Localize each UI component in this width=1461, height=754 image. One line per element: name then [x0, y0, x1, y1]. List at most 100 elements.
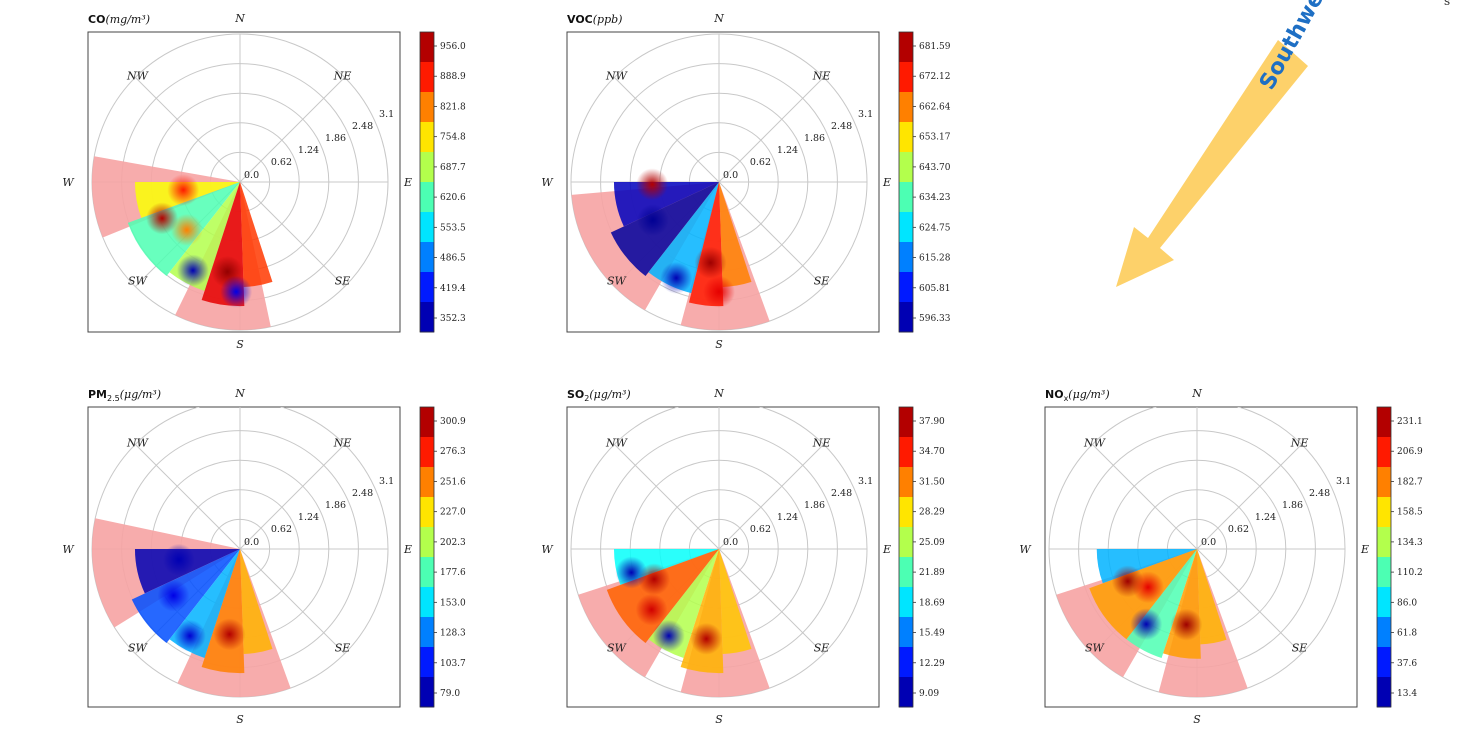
colorbar-segment — [1377, 407, 1391, 438]
radial-tick-label: 1.86 — [804, 500, 825, 511]
direction-label-ne: NE — [812, 69, 831, 82]
radial-tick-label: 0.0 — [723, 170, 738, 181]
colorbar-tick-label: 21.89 — [919, 568, 945, 578]
chart-title-unit: (μg/m³) — [120, 388, 161, 401]
radial-tick-label: 1.24 — [298, 512, 319, 523]
colorbar-segment — [1377, 557, 1391, 588]
polar-chart-3: 0.0 0.62 1.24 1.86 2.48 3.1 N NE E SE S SW W NW PM2.5(… — [62, 387, 466, 726]
colorbar-tick-label: 596.33 — [919, 314, 951, 324]
chart-title: PM2.5(μg/m³) — [88, 388, 161, 403]
angular-gridline — [718, 76, 825, 183]
data-hotspot — [636, 204, 669, 237]
chart-title: SO2(μg/m³) — [567, 388, 631, 403]
radial-tick-label: 0.0 — [244, 537, 259, 548]
colorbar-tick-label: 681.59 — [919, 42, 951, 52]
data-sector — [1197, 549, 1227, 645]
colorbar-tick-label: 15.49 — [919, 629, 945, 639]
chart-title-unit: (mg/m³) — [105, 13, 150, 26]
angular-gridline — [613, 443, 720, 550]
radial-tick-label: 1.24 — [777, 512, 798, 523]
colorbar-tick-label: 34.70 — [919, 447, 945, 457]
colorbar-tick-label: 37.6 — [1397, 659, 1417, 669]
colorbar-tick-label: 31.50 — [919, 477, 945, 487]
polar-chart-4: 0.0 0.62 1.24 1.86 2.48 3.1 N NE E SE S SW W NW SO2(μg… — [541, 387, 945, 726]
direction-label-e: E — [403, 543, 412, 556]
radial-tick-label: 0.62 — [271, 524, 292, 535]
colorbar-frame — [898, 406, 914, 708]
page-mark: s — [1444, 0, 1451, 8]
data-sector — [240, 182, 273, 287]
chart-title-unit: (μg/m³) — [589, 388, 630, 401]
colorbar-tick-label: 182.7 — [1397, 477, 1423, 487]
direction-label-n: N — [1191, 387, 1202, 400]
colorbar-segment — [420, 647, 434, 678]
colorbar-segment — [420, 302, 434, 333]
data-hotspot — [1130, 608, 1163, 641]
colorbar-segment — [899, 302, 913, 333]
direction-label-w: W — [62, 176, 75, 189]
direction-label-se: SE — [1292, 642, 1308, 655]
radial-tick-label: 2.48 — [831, 121, 852, 132]
chart-title-prefix: CO — [88, 13, 105, 26]
data-hotspot — [690, 622, 723, 655]
direction-label-se: SE — [814, 275, 830, 288]
radial-tick-label: 0.0 — [244, 170, 259, 181]
arrow-shape — [1116, 40, 1308, 287]
colorbar-segment — [899, 497, 913, 528]
colorbar-tick-label: 128.3 — [440, 629, 466, 639]
radial-tick-label: 1.24 — [1255, 512, 1276, 523]
colorbar-tick-label: 624.75 — [919, 223, 951, 233]
colorbar-segment — [899, 212, 913, 243]
colorbar-tick-label: 687.7 — [440, 163, 466, 173]
colorbar-segment — [1377, 467, 1391, 498]
data-hotspot — [660, 261, 693, 294]
chart-plot-area: 0.0 0.62 1.24 1.86 2.48 3.1 — [570, 407, 873, 698]
colorbar-segment — [1377, 527, 1391, 558]
data-hotspot — [615, 556, 648, 589]
angular-gridline — [718, 548, 825, 655]
data-sector — [240, 549, 273, 654]
radial-tick-label: 2.48 — [1309, 488, 1330, 499]
colorbar-segment — [420, 557, 434, 588]
direction-label-w: W — [541, 543, 554, 556]
colorbar-segment — [420, 122, 434, 153]
colorbar-tick-label: 662.64 — [919, 102, 951, 112]
colorbar-segment — [420, 677, 434, 708]
colorbar-tick-label: 37.90 — [919, 417, 945, 427]
colorbar-segment — [899, 62, 913, 93]
colorbar-segment — [420, 242, 434, 273]
direction-label-s: S — [1193, 713, 1201, 726]
colorbar-segment — [420, 182, 434, 213]
colorbar-segment — [899, 437, 913, 468]
colorbar-segment — [420, 62, 434, 93]
colorbar-tick-label: 419.4 — [440, 284, 466, 294]
colorbar-tick-label: 13.4 — [1397, 689, 1417, 699]
angular-gridline — [613, 76, 720, 183]
direction-label-nw: NW — [126, 69, 150, 82]
colorbar-frame — [1376, 406, 1392, 708]
direction-label-w: W — [62, 543, 75, 556]
colorbar-tick-label: 605.81 — [919, 284, 951, 294]
colorbar-tick-label: 177.6 — [440, 568, 466, 578]
colorbar-tick-label: 103.7 — [440, 659, 466, 669]
direction-label-w: W — [541, 176, 554, 189]
chart-plot-area: 0.0 0.62 1.24 1.86 2.48 3.1 — [91, 407, 394, 698]
colorbar-segment — [1377, 437, 1391, 468]
direction-label-ne: NE — [333, 69, 352, 82]
radial-tick-label: 3.1 — [858, 109, 873, 120]
southwest-arrow-icon — [1100, 40, 1460, 340]
colorbar-segment — [420, 467, 434, 498]
chart-title-subscript: 2 — [584, 394, 589, 403]
direction-label-sw: SW — [607, 275, 628, 288]
angular-gridline — [239, 443, 346, 550]
chart-title: NOx(μg/m³) — [1045, 388, 1110, 403]
colorbar-tick-label: 486.5 — [440, 254, 466, 264]
data-sector — [719, 549, 752, 654]
colorbar-frame — [419, 31, 435, 333]
colorbar-tick-label: 821.8 — [440, 102, 466, 112]
angular-gridline — [134, 76, 241, 183]
colorbar-segment — [899, 152, 913, 183]
chart-plot-area: 0.0 0.62 1.24 1.86 2.48 3.1 — [1048, 407, 1351, 698]
direction-label-se: SE — [335, 642, 351, 655]
angular-gridline — [134, 443, 241, 550]
